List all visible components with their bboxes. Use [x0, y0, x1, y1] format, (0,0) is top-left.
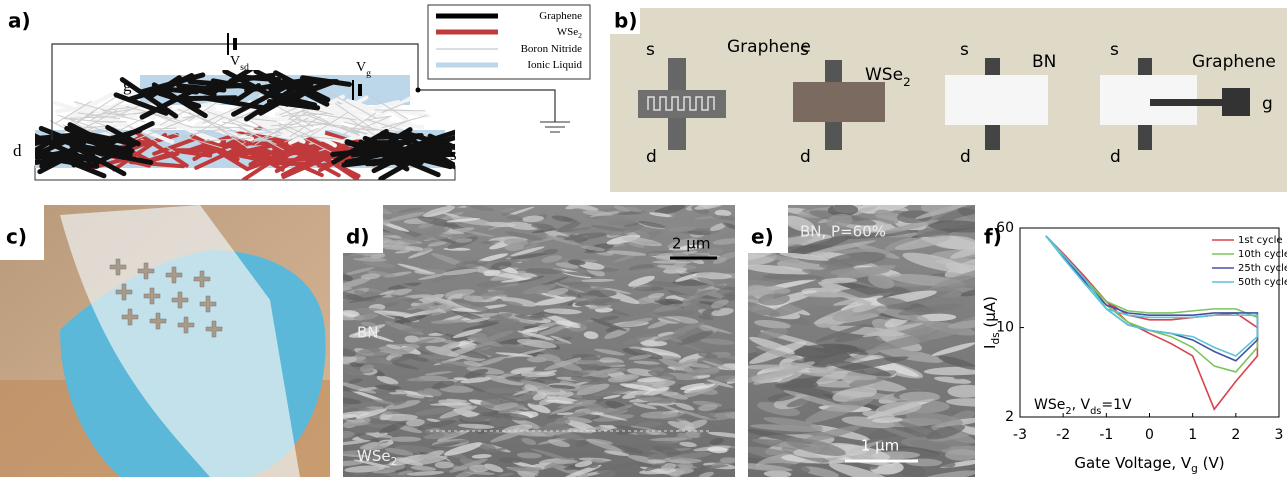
- text-part: WSe: [557, 26, 579, 38]
- x-tick-label: 3: [1275, 427, 1284, 443]
- x-tick-label: -2: [1056, 427, 1070, 443]
- legend-label: Ionic Liquid: [527, 59, 582, 71]
- panel-label: a): [8, 9, 31, 33]
- text-part: V: [356, 60, 366, 75]
- x-tick-label: 0: [1145, 427, 1154, 443]
- panel-f: -3-2-1012321060Gate Voltage, Vg (V)Ids (…: [981, 220, 1287, 475]
- text-part: V: [230, 54, 240, 69]
- x-tick-label: 2: [1231, 427, 1240, 443]
- flake: [945, 449, 978, 461]
- legend-label: 50th cycle: [1238, 277, 1287, 288]
- terminal-label: d: [800, 147, 811, 167]
- text-part: Graphene: [727, 37, 811, 57]
- terminal-label: d: [646, 147, 657, 167]
- scale-label: 1 μm: [861, 437, 899, 455]
- panel-label: d): [346, 225, 369, 249]
- text-part: WSe: [1034, 397, 1065, 413]
- terminal-label: s: [646, 40, 655, 60]
- note: BN, P=60%: [800, 223, 886, 241]
- page: -3-2-1012321060Gate Voltage, Vg (V)Ids (…: [0, 0, 1287, 477]
- device-name: Graphene: [727, 37, 811, 57]
- text-part: Graphene: [539, 10, 582, 22]
- node: [416, 88, 421, 93]
- text-part: WSe: [357, 447, 391, 465]
- x-axis-label: Gate Voltage, Vg (V): [1074, 454, 1224, 476]
- terminal-label: d: [960, 147, 971, 167]
- layer-label: BN: [357, 324, 379, 342]
- panel-label: b): [614, 9, 637, 33]
- device-name: Graphene: [1192, 52, 1276, 72]
- panel-label: f): [984, 225, 1002, 249]
- text-part: =1V: [1101, 397, 1132, 413]
- text-part: 2: [391, 456, 398, 468]
- figure: -3-2-1012321060Gate Voltage, Vg (V)Ids (…: [0, 0, 1287, 477]
- flake: [379, 136, 422, 138]
- channel: [638, 90, 726, 118]
- text-part: BN: [1032, 52, 1056, 72]
- terminal-label: s: [1110, 40, 1119, 60]
- series-line: [1046, 236, 1258, 409]
- text-part: Graphene: [1192, 52, 1276, 72]
- panel-label: e): [751, 225, 774, 249]
- text-part: ds: [1090, 406, 1101, 417]
- panel-a: [5, 5, 590, 180]
- text-part: 2: [578, 31, 582, 40]
- bn-layer: [945, 75, 1048, 125]
- voltage-label: Vsd: [230, 54, 249, 73]
- text-part: (V): [1198, 454, 1225, 472]
- legend-label: Boron Nitride: [521, 43, 583, 55]
- terminal-label: s: [800, 40, 809, 60]
- flake: [174, 98, 235, 99]
- device-name: BN: [1032, 52, 1056, 72]
- legend-label: 25th cycle: [1238, 263, 1287, 274]
- x-tick-label: -3: [1013, 427, 1027, 443]
- text-part: Boron Nitride: [521, 43, 583, 55]
- text-part: Ionic Liquid: [527, 59, 582, 71]
- gate-pad: [1222, 88, 1250, 116]
- text-part: WSe: [865, 65, 903, 85]
- flake: [209, 86, 246, 87]
- legend-label: 10th cycle: [1238, 249, 1287, 260]
- x-tick-label: 1: [1188, 427, 1197, 443]
- terminal-label: s: [450, 145, 457, 164]
- text-part: sd: [240, 62, 249, 73]
- panel-b: [610, 8, 1287, 192]
- text-part: 2: [903, 75, 911, 89]
- scale-label: 2 μm: [672, 235, 710, 253]
- terminal-label: s: [960, 40, 969, 60]
- annotation: WSe2, Vds=1V: [1034, 397, 1132, 417]
- text-part: g: [1191, 463, 1198, 475]
- x-tick-label: -1: [1099, 427, 1113, 443]
- text-part: g: [366, 68, 371, 79]
- text-part: (μA): [981, 296, 999, 332]
- terminal-label: g: [123, 76, 132, 95]
- legend-label: 1st cycle: [1238, 235, 1283, 246]
- text-part: ds: [990, 332, 1002, 344]
- terminal-label: d: [13, 141, 22, 160]
- text-part: , V: [1072, 397, 1091, 413]
- text-part: Gate Voltage, V: [1074, 454, 1191, 472]
- panel-label: c): [6, 225, 27, 249]
- gate-electrode: [1150, 99, 1225, 106]
- flake: [389, 437, 421, 442]
- panel-c: [0, 205, 330, 477]
- terminal-label: g: [1262, 94, 1273, 114]
- y-tick-label: 2: [1005, 409, 1014, 425]
- channel: [793, 82, 885, 122]
- flake: [391, 148, 416, 150]
- legend-label: Graphene: [539, 10, 582, 22]
- terminal-label: d: [1110, 147, 1121, 167]
